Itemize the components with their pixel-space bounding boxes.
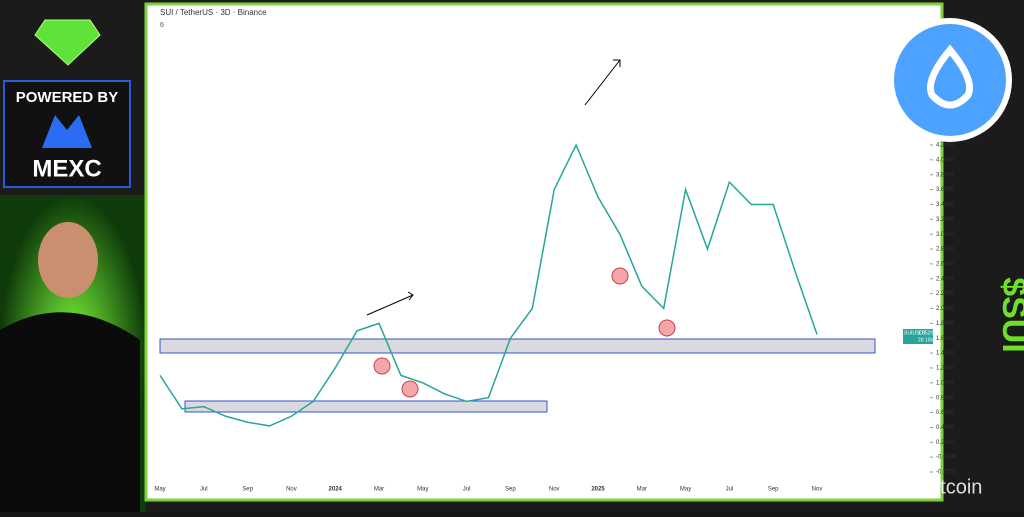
support-zone-low bbox=[184, 400, 548, 413]
sui-logo bbox=[894, 24, 1006, 136]
gem-logo bbox=[34, 19, 101, 66]
x-tick-label: Sep bbox=[505, 487, 516, 493]
x-tick-label: Mar bbox=[374, 487, 384, 493]
y-tick-label: 4.2000 bbox=[936, 143, 955, 149]
y-tick-label: 4.0000 bbox=[936, 157, 955, 163]
y-tick-label: 0.6000 bbox=[936, 410, 955, 416]
arrow bbox=[584, 59, 621, 106]
y-tick-label: 2.0000 bbox=[936, 306, 955, 312]
circle-marker bbox=[373, 357, 391, 375]
y-tick-label: 1.0000 bbox=[936, 380, 955, 386]
x-tick-label: May bbox=[154, 487, 165, 493]
y-tick-label: 1.6000 bbox=[936, 336, 955, 342]
chart-panel bbox=[144, 2, 944, 502]
x-tick-label: May bbox=[417, 487, 428, 493]
y-tick-label: 1.2000 bbox=[936, 366, 955, 372]
y-tick-label: 3.8000 bbox=[936, 172, 955, 178]
x-tick-label: Jul bbox=[726, 487, 734, 493]
powered-by: POWERED BY bbox=[16, 89, 119, 106]
x-tick-label: Jul bbox=[463, 487, 471, 493]
y-tick-label: 2.4000 bbox=[936, 276, 955, 282]
y-tick-label: 0.8000 bbox=[936, 395, 955, 401]
y-tick-label: 1.4000 bbox=[936, 351, 955, 357]
price-symbol: SUIUSDT bbox=[904, 330, 926, 336]
price-value: 1.6520 bbox=[918, 330, 934, 336]
x-tick-label: Sep bbox=[242, 487, 253, 493]
y-tick-label: 2.8000 bbox=[936, 247, 955, 253]
y-tick-label: 0.4000 bbox=[936, 425, 955, 431]
y-tick-label: 1.8000 bbox=[936, 321, 955, 327]
y-tick-label: 0.2000 bbox=[936, 440, 955, 446]
mexc-logo bbox=[42, 115, 92, 148]
price-tag bbox=[903, 329, 933, 344]
circle-marker bbox=[658, 319, 676, 337]
circle-marker bbox=[401, 380, 419, 398]
x-tick-label: Nov bbox=[286, 487, 297, 493]
x-tick-label: 2025 bbox=[591, 487, 605, 493]
ticker-tag: $SUI bbox=[995, 277, 1024, 353]
person-head bbox=[38, 222, 98, 298]
mexc: MEXC bbox=[32, 155, 101, 182]
chart-title: SUI / TetherUS · 3D · Binance bbox=[160, 8, 267, 17]
y-tick-label: 3.0000 bbox=[936, 232, 955, 238]
y-tick-label: 2.6000 bbox=[936, 261, 955, 267]
chart-subtitle: 6 bbox=[160, 22, 164, 29]
y-tick-label: -0.2000 bbox=[936, 470, 957, 476]
arrow bbox=[366, 291, 414, 316]
x-tick-label: Sep bbox=[768, 487, 779, 493]
circle-marker bbox=[611, 267, 629, 285]
x-tick-label: Nov bbox=[812, 487, 823, 493]
y-tick-label: 3.6000 bbox=[936, 187, 955, 193]
x-tick-label: 2024 bbox=[329, 487, 343, 493]
y-tick-label: 3.4000 bbox=[936, 202, 955, 208]
y-tick-label: 2.2000 bbox=[936, 291, 955, 297]
y-tick-label: -0.0000 bbox=[936, 455, 957, 461]
sui-drop bbox=[927, 44, 973, 109]
person-body bbox=[0, 312, 140, 512]
support-zone bbox=[159, 338, 876, 354]
price-countdown: 2d 15h bbox=[918, 337, 934, 343]
x-tick-label: Nov bbox=[549, 487, 560, 493]
y-tick-label: 3.2000 bbox=[936, 217, 955, 223]
x-tick-label: Mar bbox=[637, 487, 647, 493]
plot: -0.2000 -0.0000 0.2000 0.4000 0.6000 0.8000 1.… bbox=[154, 143, 957, 493]
x-tick-label: Jul bbox=[200, 487, 208, 493]
watermark: @ CaptainAltcoin bbox=[828, 476, 983, 498]
x-tick-label: May bbox=[680, 487, 691, 493]
price-line bbox=[159, 143, 818, 427]
